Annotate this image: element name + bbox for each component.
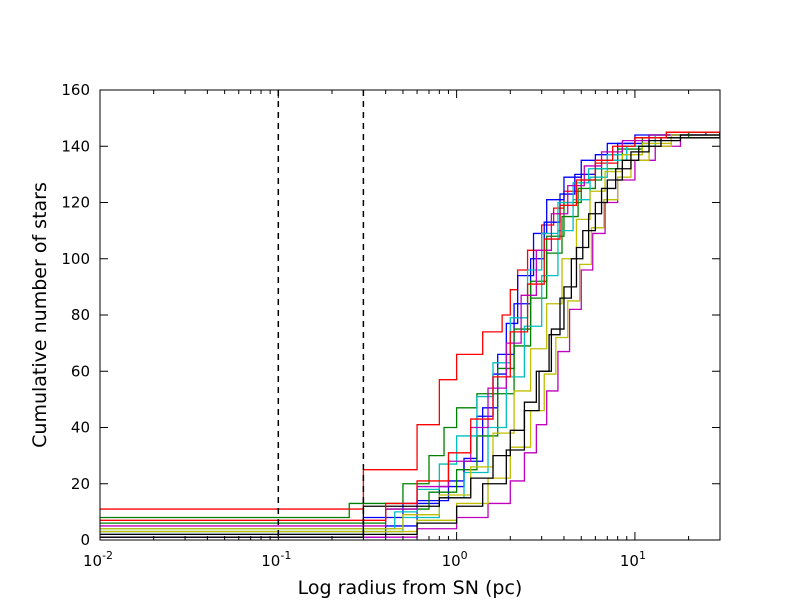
y-tick-label: 20 <box>71 475 90 493</box>
series-line-10 <box>100 132 720 533</box>
x-axis-label: Log radius from SN (pc) <box>298 577 523 599</box>
vline-group <box>277 90 365 540</box>
y-tick-labels: 0 20 40 60 80 100 120 140 160 <box>61 81 90 549</box>
y-tick-label: 80 <box>71 306 90 324</box>
plot-frame <box>99 89 721 541</box>
series-line-13 <box>100 132 720 536</box>
y-tick-label: 120 <box>61 194 90 212</box>
y-tick-label: 160 <box>61 81 90 99</box>
y-tick-label: 60 <box>71 362 90 380</box>
series-line-14 <box>100 131 720 521</box>
series-line-12 <box>100 132 720 538</box>
y-tick-label: 100 <box>61 250 90 268</box>
x-tick-label: 100 <box>442 549 468 570</box>
y-axis-label: Cumulative number of stars <box>29 182 51 448</box>
x-tick-labels: 10-2 10-1 100 101 <box>83 549 646 570</box>
series-line-5 <box>100 131 720 524</box>
series-line-1 <box>100 131 720 510</box>
y-tick-label: 0 <box>80 531 90 549</box>
y-tick-label: 40 <box>71 419 90 437</box>
x-tick-label: 101 <box>620 549 646 570</box>
series-line-9 <box>100 132 720 527</box>
series-group <box>100 131 720 538</box>
x-tick-label: 10-2 <box>83 549 113 570</box>
x-tick-label: 10-1 <box>261 549 291 570</box>
y-tick-label: 140 <box>61 137 90 155</box>
